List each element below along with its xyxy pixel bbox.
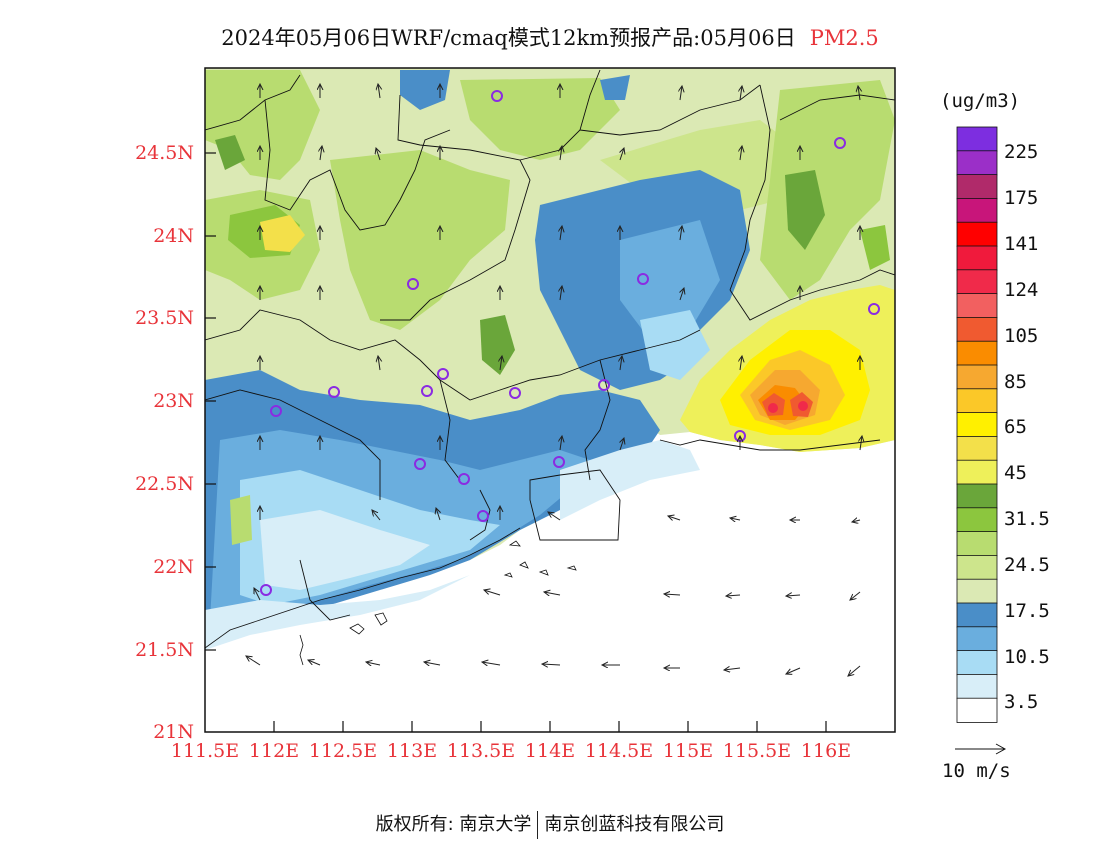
wind-reference-arrow <box>955 743 1007 755</box>
y-tick-label: 23.5N <box>135 307 194 329</box>
y-tick-label: 24.5N <box>135 142 194 164</box>
colorbar-swatch <box>956 150 998 176</box>
title-text: 2024年05月06日WRF/cmaq模式12km预报产品:05月06日 <box>221 26 796 50</box>
colorbar-label: 225 <box>1004 141 1039 163</box>
x-tick-label: 115E <box>662 740 714 762</box>
colorbar-swatch <box>956 340 998 366</box>
colorbar-swatch <box>956 483 998 509</box>
y-tick-label: 21.5N <box>135 639 194 661</box>
x-tick-label: 114E <box>524 740 576 762</box>
colorbar-label: 45 <box>1004 462 1027 484</box>
colorbar-swatch <box>956 697 998 723</box>
colorbar-swatch <box>956 174 998 200</box>
colorbar-label: 3.5 <box>1004 691 1039 713</box>
colorbar-label: 124 <box>1004 279 1039 301</box>
colorbar-label: 17.5 <box>1004 600 1050 622</box>
colorbar-swatch <box>956 602 998 628</box>
colorbar-label: 10.5 <box>1004 646 1050 668</box>
y-tick-label: 21N <box>153 721 194 743</box>
x-tick-label: 115.5E <box>722 740 792 762</box>
colorbar-swatch <box>956 221 998 247</box>
x-tick-label: 112E <box>248 740 300 762</box>
x-tick-label: 113E <box>386 740 438 762</box>
colorbar-swatch <box>956 293 998 319</box>
x-tick-label: 114.5E <box>584 740 654 762</box>
x-tick-label: 113.5E <box>446 740 516 762</box>
axis-ticks <box>205 152 827 732</box>
colorbar-unit: (ug/m3) <box>940 90 1021 112</box>
chart-title: 2024年05月06日WRF/cmaq模式12km预报产品:05月06日 PM2.… <box>0 22 1100 52</box>
colorbar-swatch <box>956 388 998 414</box>
colorbar-swatch <box>956 555 998 581</box>
colorbar-swatch <box>956 316 998 343</box>
concentration-field <box>205 68 895 732</box>
x-tick-label: 111.5E <box>170 740 240 762</box>
colorbar-swatch <box>956 507 998 533</box>
colorbar-label: 175 <box>1004 187 1039 209</box>
colorbar <box>956 126 998 723</box>
copyright-left: 版权所有: 南京大学 <box>375 814 532 835</box>
colorbar-label: 65 <box>1004 416 1027 438</box>
colorbar-swatch <box>956 412 998 438</box>
colorbar-swatch <box>956 197 998 224</box>
colorbar-swatch <box>956 245 998 271</box>
copyright-footer: 版权所有: 南京大学 南京创蓝科技有限公司 <box>0 810 1100 839</box>
colorbar-swatch <box>956 435 998 462</box>
footer-divider <box>537 811 539 839</box>
monitoring-stations <box>260 90 880 596</box>
colorbar-label: 105 <box>1004 325 1039 347</box>
wind-reference-label: 10 m/s <box>942 760 1011 782</box>
colorbar-swatch <box>956 459 998 485</box>
colorbar-label: 24.5 <box>1004 554 1050 576</box>
colorbar-swatch <box>956 364 998 390</box>
x-tick-label: 116E <box>800 740 852 762</box>
colorbar-swatch <box>956 650 998 676</box>
colorbar-swatch <box>956 269 998 295</box>
coastline <box>204 527 577 666</box>
y-tick-label: 24N <box>153 225 194 247</box>
x-tick-label: 112.5E <box>308 740 378 762</box>
wind-vectors <box>246 84 862 676</box>
colorbar-swatch <box>956 674 998 700</box>
copyright-right: 南京创蓝科技有限公司 <box>544 814 725 835</box>
colorbar-swatch <box>956 626 998 652</box>
y-tick-label: 23N <box>153 390 194 412</box>
colorbar-swatch <box>956 531 998 557</box>
y-tick-label: 22.5N <box>135 473 194 495</box>
boundary-lines <box>205 69 895 621</box>
pollutant-label: PM2.5 <box>809 26 879 50</box>
y-tick-label: 22N <box>153 556 194 578</box>
colorbar-swatch <box>956 126 998 152</box>
colorbar-label: 141 <box>1004 233 1039 255</box>
colorbar-label: 31.5 <box>1004 508 1050 530</box>
colorbar-label: 85 <box>1004 371 1027 393</box>
colorbar-swatch <box>956 578 998 604</box>
